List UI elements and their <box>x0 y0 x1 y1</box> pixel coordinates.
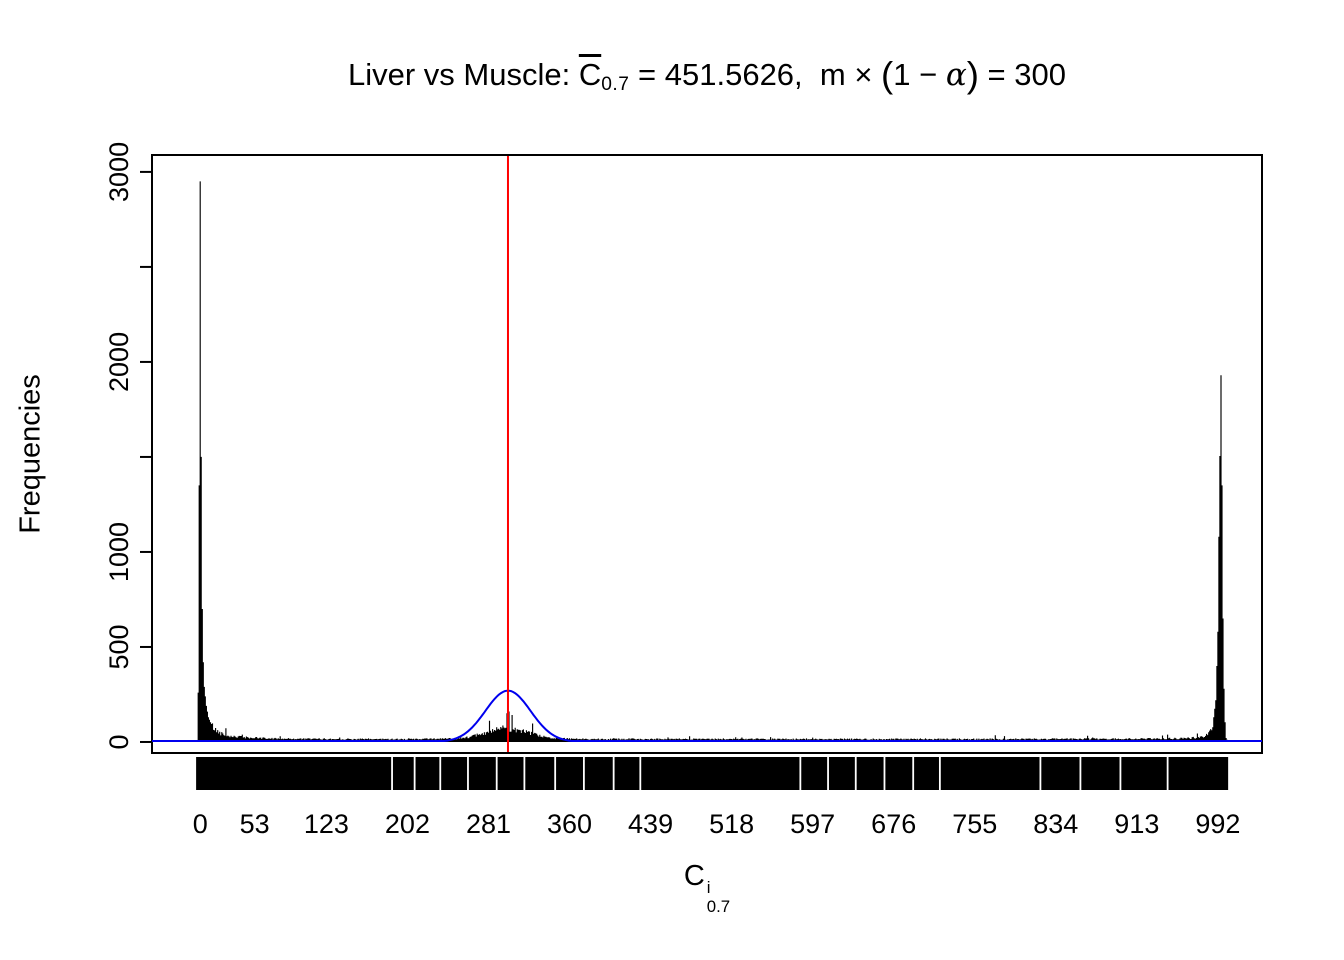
rug-gap <box>938 757 941 790</box>
title-eq: = 451.5626, m × <box>629 56 882 92</box>
x-tick-label: 518 <box>709 809 754 839</box>
rug-gap <box>912 757 915 790</box>
title-rparen: ) <box>966 54 979 95</box>
rug-gap <box>1039 757 1042 790</box>
x-axis-title-sub: 0.7 <box>706 896 731 916</box>
rug-gap <box>639 757 642 790</box>
x-axis-title-sup: i <box>706 878 711 898</box>
rug-gap <box>612 757 615 790</box>
x-tick-label: 913 <box>1114 809 1159 839</box>
rug-gap <box>523 757 526 790</box>
x-tick-label: 992 <box>1195 809 1240 839</box>
rug-gap <box>413 757 416 790</box>
x-tick-label: 0 <box>193 809 208 839</box>
rug-gap <box>883 757 886 790</box>
x-tick-label: 202 <box>385 809 430 839</box>
rug-gap <box>1079 757 1082 790</box>
y-tick-label: 3000 <box>104 142 134 202</box>
title-one-minus: 1 − <box>893 56 946 92</box>
title-alpha: α <box>945 56 967 93</box>
plot-border <box>151 154 1263 754</box>
x-tick-label: 597 <box>790 809 835 839</box>
rug-gap <box>827 757 829 790</box>
rug-gap <box>554 757 557 790</box>
rug-gap <box>582 757 585 790</box>
y-tick-label: 2000 <box>104 332 134 392</box>
title-cbar: C <box>578 56 602 92</box>
y-tick-label: 500 <box>104 624 134 669</box>
x-tick-label: 123 <box>304 809 349 839</box>
chart-title: Liver vs Muscle: C0.7 = 451.5626, m × (1… <box>152 54 1262 96</box>
rug-gap <box>467 757 469 790</box>
title-tail: = 300 <box>978 56 1066 92</box>
rug-gap <box>495 757 498 790</box>
rug-gap <box>439 757 442 790</box>
rug-gap <box>854 757 857 790</box>
x-axis-title-supsub: i 0.7 <box>706 878 731 916</box>
y-tick-label: 1000 <box>104 522 134 582</box>
x-tick-label: 676 <box>871 809 916 839</box>
x-tick-label: 360 <box>547 809 592 839</box>
rug-band <box>196 757 1229 790</box>
x-tick-label: 53 <box>240 809 270 839</box>
x-tick-label: 834 <box>1033 809 1078 839</box>
density-curve <box>152 689 1262 742</box>
x-tick-label: 755 <box>952 809 997 839</box>
rug-gap <box>799 757 802 790</box>
rug-gap <box>1119 757 1122 790</box>
rug-gap <box>391 757 393 790</box>
rug-gap <box>1166 757 1169 790</box>
title-prefix: Liver vs Muscle: <box>347 56 579 92</box>
y-axis-title: Frequencies <box>14 374 47 534</box>
x-tick-label: 439 <box>628 809 673 839</box>
y-tick-label: 0 <box>104 734 134 749</box>
x-axis-title-base: C <box>683 860 705 892</box>
x-tick-label: 281 <box>466 809 511 839</box>
title-cbar-sub: 0.7 <box>601 74 630 96</box>
title-lparen: ( <box>881 54 894 95</box>
